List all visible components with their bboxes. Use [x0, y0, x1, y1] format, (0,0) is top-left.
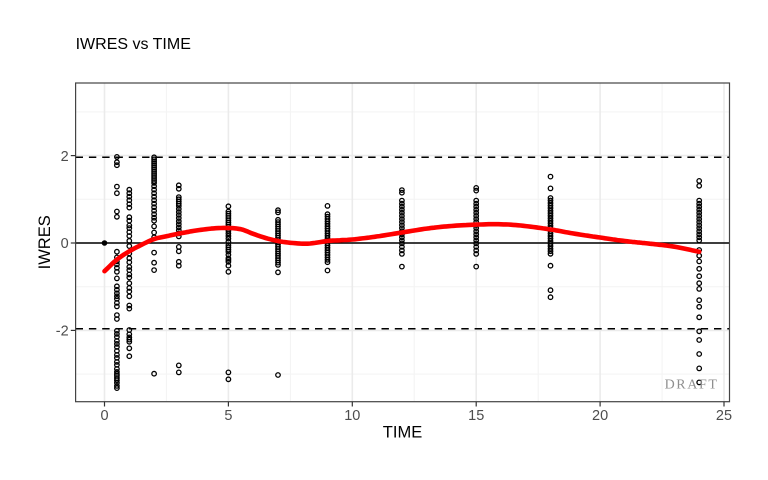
svg-text:25: 25 [716, 408, 732, 424]
svg-text:15: 15 [468, 408, 484, 424]
svg-text:20: 20 [592, 408, 608, 424]
svg-text:2: 2 [61, 149, 69, 165]
svg-text:0: 0 [61, 236, 69, 252]
svg-text:0: 0 [100, 408, 108, 424]
svg-text:10: 10 [344, 408, 360, 424]
svg-text:IWRES: IWRES [36, 215, 54, 269]
svg-text:IWRES vs TIME: IWRES vs TIME [76, 36, 191, 53]
svg-text:5: 5 [224, 408, 232, 424]
svg-text:DRAFT: DRAFT [665, 378, 719, 393]
svg-text:TIME: TIME [383, 423, 422, 441]
svg-text:-2: -2 [56, 324, 69, 340]
